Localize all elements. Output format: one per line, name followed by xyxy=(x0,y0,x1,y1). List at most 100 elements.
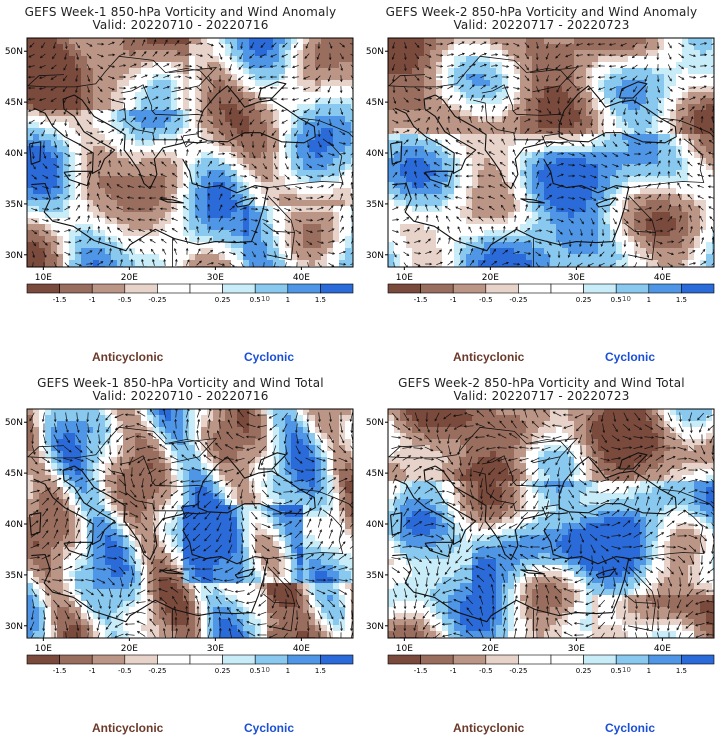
legend-tick-label: 0.5 xyxy=(250,667,261,675)
legend-tick-label: 1 xyxy=(647,296,651,304)
lon-label: 10E xyxy=(396,273,413,283)
map-frame xyxy=(26,37,354,268)
legend-tick-label: 1 xyxy=(647,667,651,675)
legend-tick-label: 1 xyxy=(286,667,290,675)
lat-label: 45N xyxy=(5,98,23,108)
legend-tick-label: -1 xyxy=(450,296,457,304)
cyclonic-label: Cyclonic xyxy=(244,721,295,735)
legend-swatch xyxy=(648,654,682,665)
legend-swatch xyxy=(648,283,682,294)
legend-swatch xyxy=(59,283,93,294)
legend-tick-label: 0.5 xyxy=(611,667,622,675)
legend-tick-label: 0.25 xyxy=(215,667,231,675)
lat-label: 45N xyxy=(366,469,384,479)
legend-tick-label: 1.5 xyxy=(315,296,326,304)
lat-label: 30N xyxy=(366,622,384,632)
legend-tick-label: 1.5 xyxy=(315,667,326,675)
lat-label: 45N xyxy=(5,469,23,479)
lon-label: 30E xyxy=(568,644,585,654)
legend-tick-label: 0.25 xyxy=(576,296,592,304)
legend-swatch xyxy=(320,283,354,294)
legend-tick-label: 0.25 xyxy=(215,296,231,304)
coastlines xyxy=(390,452,714,623)
legend-tick-label: -0.25 xyxy=(509,667,527,675)
cyclonic-label: Cyclonic xyxy=(605,350,656,364)
lat-label: 50N xyxy=(5,47,23,57)
legend-swatch xyxy=(550,283,584,294)
legend-tick-label: 0.5 xyxy=(250,296,261,304)
legend-tick-label: -1 xyxy=(89,667,96,675)
legend-swatch xyxy=(452,283,487,294)
lat-label: 35N xyxy=(5,200,23,210)
vorticity-field xyxy=(388,38,714,267)
map-panel-week2-anomaly: GEFS Week-2 850-hPa Vorticity and Wind A… xyxy=(361,0,722,371)
lon-label: 20E xyxy=(482,644,499,654)
legend-swatch xyxy=(583,654,617,665)
color-legend: -1.5 -1 -0.5 -0.25 0.25 0.5 1 1.5 10 xyxy=(26,654,354,675)
lat-label: 30N xyxy=(5,622,23,632)
panel-title: GEFS Week-2 850-hPa Vorticity and Wind A… xyxy=(385,5,698,19)
legend-swatch xyxy=(420,283,454,294)
legend-tick-label: 1 xyxy=(286,296,290,304)
legend-swatch xyxy=(254,654,289,665)
legend-swatch xyxy=(615,654,650,665)
coastlines xyxy=(390,81,714,252)
legend-swatch xyxy=(254,283,289,294)
legend-tick-label: -0.5 xyxy=(479,667,493,675)
wind-vectors xyxy=(27,39,353,267)
lon-label: 20E xyxy=(482,273,499,283)
legend-tick-label: -0.25 xyxy=(148,667,166,675)
legend-swatch xyxy=(59,654,93,665)
cyclonic-label: Cyclonic xyxy=(244,350,295,364)
lat-label: 50N xyxy=(366,418,384,428)
legend-swatch xyxy=(681,283,715,294)
lon-label: 10E xyxy=(35,273,52,283)
legend-tick-label: -0.5 xyxy=(479,296,493,304)
lon-label: 20E xyxy=(121,644,138,654)
vorticity-field xyxy=(27,38,353,267)
legend-swatch xyxy=(518,654,552,665)
lat-label: 50N xyxy=(5,418,23,428)
legend-swatch xyxy=(420,654,454,665)
panel-title: GEFS Week-2 850-hPa Vorticity and Wind T… xyxy=(398,376,685,390)
legend-tick-label: -1.5 xyxy=(53,296,67,304)
legend-tick-label: -0.5 xyxy=(118,296,132,304)
lat-label: 40N xyxy=(366,520,384,530)
legend-swatch xyxy=(320,654,354,665)
legend-swatch xyxy=(222,283,256,294)
vorticity-map: 50N 45N 40N 35N 30N 10E 20E 30E 40E -1.5 -1 -0.5 -0.… xyxy=(366,408,715,675)
lon-label: 20E xyxy=(121,273,138,283)
map-frame xyxy=(26,408,354,639)
lon-label: 40E xyxy=(293,644,310,654)
wind-vectors xyxy=(391,41,714,267)
lon-label: 10E xyxy=(35,644,52,654)
legend-swatch xyxy=(124,283,158,294)
anticyclonic-label: Anticyclonic xyxy=(453,350,525,364)
lat-label: 40N xyxy=(5,149,23,159)
panel-valid-dates: Valid: 20220710 - 20220716 xyxy=(92,389,269,403)
lon-label: 40E xyxy=(293,273,310,283)
lon-label: 30E xyxy=(568,273,585,283)
lon-label: 40E xyxy=(654,644,671,654)
legend-swatch xyxy=(157,654,191,665)
lon-label: 10E xyxy=(396,644,413,654)
lat-label: 35N xyxy=(366,571,384,581)
vorticity-field xyxy=(27,409,353,638)
legend-scale-label: 10 xyxy=(261,666,270,674)
panel-valid-dates: Valid: 20220710 - 20220716 xyxy=(92,18,269,32)
coastlines xyxy=(29,81,353,252)
legend-scale-label: 10 xyxy=(261,295,270,303)
country-borders xyxy=(388,55,714,267)
legend-tick-label: -0.25 xyxy=(509,296,527,304)
map-panel-week1-total: GEFS Week-1 850-hPa Vorticity and Wind T… xyxy=(0,371,361,742)
country-borders xyxy=(27,426,353,638)
legend-swatch xyxy=(189,654,223,665)
lat-label: 35N xyxy=(5,571,23,581)
legend-swatch xyxy=(189,283,223,294)
legend-tick-label: 0.25 xyxy=(576,667,592,675)
lat-label: 50N xyxy=(366,47,384,57)
legend-swatch xyxy=(387,283,421,294)
legend-swatch xyxy=(124,654,158,665)
panel-valid-dates: Valid: 20220717 - 20220723 xyxy=(453,18,630,32)
legend-tick-label: 0.5 xyxy=(611,296,622,304)
